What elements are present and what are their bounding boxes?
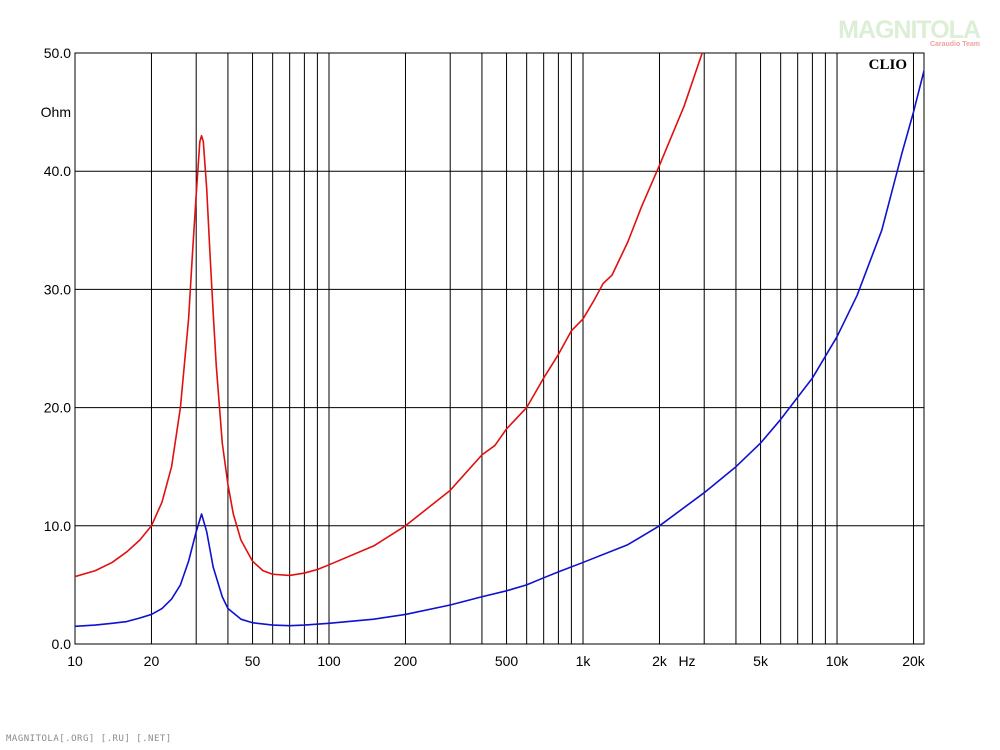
x-tick-label: 2k xyxy=(652,653,668,669)
watermark-logo: MAGNITOLA Caraudio Team xyxy=(838,16,981,49)
y-tick-label: 50.0 xyxy=(44,45,71,61)
x-tick-label: 100 xyxy=(317,653,341,669)
plot-frame xyxy=(74,52,925,645)
impedance-series-2 xyxy=(75,70,924,628)
x-tick-label: 50 xyxy=(245,653,261,669)
x-tick-label: 20k xyxy=(902,653,926,669)
x-tick-label: 1k xyxy=(576,653,592,669)
x-tick-label: 500 xyxy=(495,653,519,669)
watermark-brand: MAGNITOLA xyxy=(838,16,981,44)
x-tick-label: 10k xyxy=(826,653,850,669)
x-tick-label: 10 xyxy=(67,653,83,669)
y-tick-label: 0.0 xyxy=(52,636,72,652)
y-axis-label: Ohm xyxy=(41,104,71,120)
grid xyxy=(75,53,924,644)
y-tick-label: 20.0 xyxy=(44,400,71,416)
y-tick-label: 40.0 xyxy=(44,163,71,179)
watermark-sub: Caraudio Team xyxy=(929,41,980,48)
x-tick-label: 20 xyxy=(144,653,160,669)
tick-labels: 0.0 10.0 20.0 30.0 40.0 50.0 10 20 50 100 200 500 1k… xyxy=(44,45,926,669)
x-axis-label: Hz xyxy=(678,653,695,669)
series-layer xyxy=(75,53,924,628)
x-tick-label: 5k xyxy=(753,653,769,669)
footer-text: MAGNITOLA[.ORG] [.RU] [.NET] xyxy=(6,734,172,744)
x-tick-label: 200 xyxy=(394,653,418,669)
impedance-series-1 xyxy=(75,53,704,578)
clio-label: CLIO xyxy=(869,57,907,73)
y-tick-label: 30.0 xyxy=(44,281,71,297)
y-tick-label: 10.0 xyxy=(44,518,71,534)
